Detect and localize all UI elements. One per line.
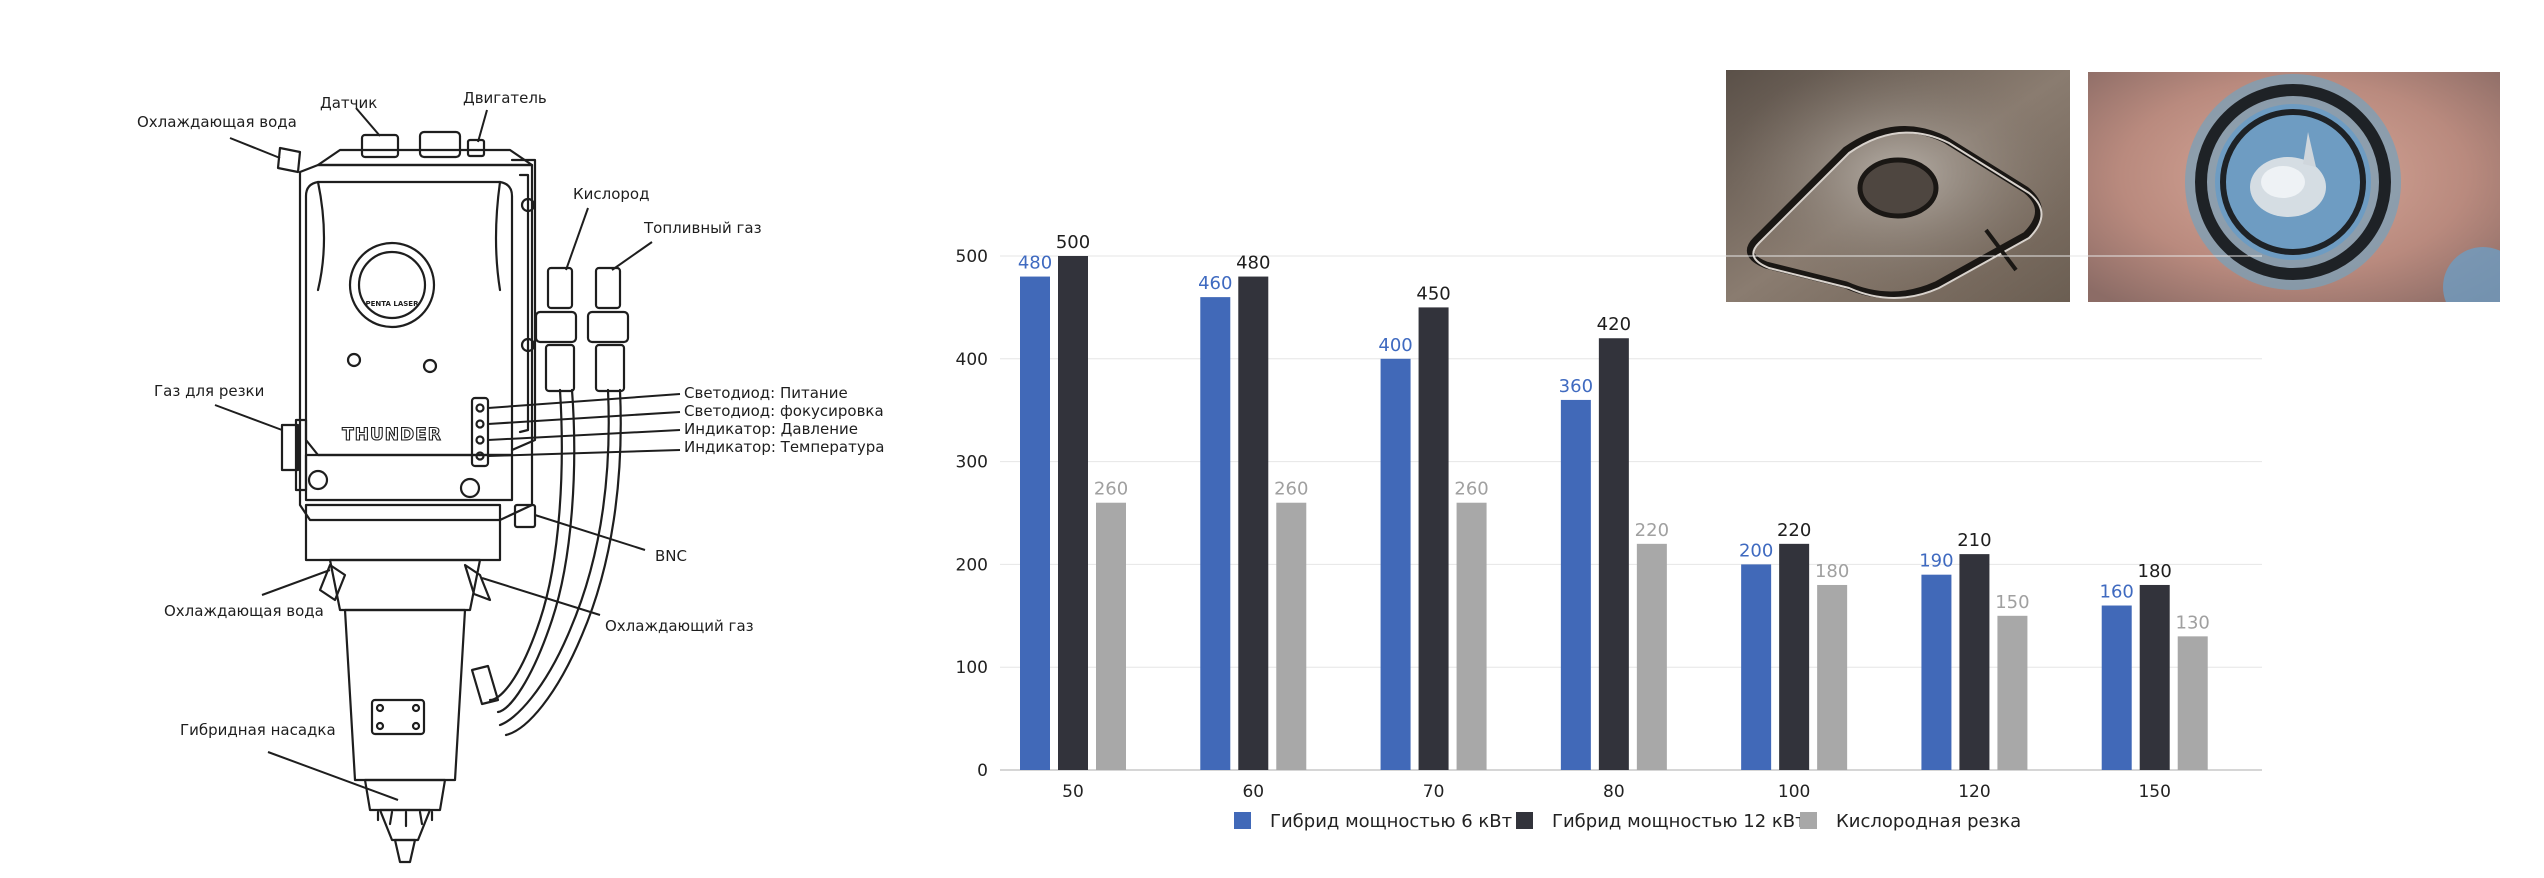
callout-hybrid-nozzle: Гибридная насадка	[180, 721, 336, 739]
chart-legend: Гибрид мощностью 6 кВт Гибрид мощностью 1…	[1234, 811, 2021, 832]
x-tick-label: 70	[1423, 782, 1445, 802]
data-label: 260	[1094, 479, 1128, 500]
callout-cooling-water-bottom: Охлаждающая вода	[164, 602, 324, 620]
bar	[1997, 615, 2028, 770]
bar	[1096, 502, 1126, 770]
bar	[1200, 297, 1231, 770]
bar	[1276, 502, 1307, 770]
x-tick-label: 120	[1958, 782, 1990, 802]
chart-bars	[1020, 256, 2208, 770]
legend-swatch	[1234, 812, 1251, 829]
sample-photo-ring	[2088, 72, 2500, 302]
head-outline	[276, 130, 630, 864]
x-tick-label: 100	[1778, 782, 1810, 802]
data-label: 190	[1919, 551, 1953, 572]
legend-label: Гибрид мощностью 6 кВт	[1270, 811, 1512, 832]
bar	[1418, 307, 1449, 770]
y-tick-label: 200	[956, 555, 988, 575]
legend-label: Гибрид мощностью 12 кВт	[1552, 811, 1806, 832]
data-label: 150	[1995, 592, 2029, 613]
data-label: 130	[2176, 612, 2210, 633]
callout-motor: Двигатель	[463, 89, 547, 107]
callout-cooling-water-top: Охлаждающая вода	[137, 113, 297, 131]
brand-lettering: THUNDER	[342, 425, 442, 445]
data-label: 400	[1378, 335, 1412, 356]
data-label: 220	[1777, 520, 1811, 541]
leader-lines	[214, 107, 681, 801]
data-label: 260	[1274, 479, 1308, 500]
bar	[1380, 358, 1411, 770]
data-label: 480	[1236, 253, 1270, 274]
bar	[2177, 636, 2208, 770]
sample-photo-square	[1726, 70, 2070, 302]
callout-indicator-pressure: Индикатор: Давление	[684, 420, 858, 438]
bar	[1959, 554, 1990, 770]
data-label: 450	[1416, 283, 1450, 304]
bar	[1020, 276, 1050, 770]
y-tick-label: 100	[956, 658, 988, 678]
y-tick-label: 500	[956, 247, 988, 267]
legend-swatch	[1800, 812, 1817, 829]
data-label: 460	[1198, 273, 1232, 294]
callout-cutting-gas: Газ для резки	[154, 382, 264, 400]
data-label: 420	[1597, 314, 1631, 335]
bar	[1238, 276, 1269, 770]
callout-cooling-gas: Охлаждающий газ	[605, 617, 754, 635]
bar	[1636, 543, 1667, 770]
data-label: 500	[1056, 232, 1090, 253]
callout-sensor: Датчик	[320, 94, 377, 112]
data-label: 210	[1957, 530, 1991, 551]
callout-fuel-gas: Топливный газ	[643, 219, 762, 237]
bar	[2101, 605, 2132, 770]
y-tick-label: 300	[956, 453, 988, 473]
x-tick-label: 50	[1062, 782, 1084, 802]
data-label: 180	[1815, 561, 1849, 582]
chart-gridlines	[1000, 255, 2262, 771]
x-axis-ticks: 50 60 70 80 100 120 150	[1062, 782, 2171, 802]
logo-lettering: PENTA LASER	[366, 300, 420, 308]
bar	[1560, 399, 1591, 770]
data-label: 160	[2100, 582, 2134, 603]
x-tick-label: 150	[2138, 782, 2170, 802]
bar	[1598, 338, 1629, 770]
data-label: 360	[1559, 376, 1593, 397]
data-label: 220	[1635, 520, 1669, 541]
callout-bnc: BNC	[655, 547, 687, 565]
y-tick-label: 0	[977, 761, 988, 781]
callout-led-focus: Светодиод: фокусировка	[684, 402, 884, 420]
bar	[1741, 564, 1772, 770]
data-label: 260	[1454, 479, 1488, 500]
bar	[1779, 543, 1810, 770]
x-tick-label: 60	[1242, 782, 1264, 802]
callout-indicator-temperature: Индикатор: Температура	[684, 438, 884, 456]
data-label: 200	[1739, 540, 1773, 561]
callout-led-power: Светодиод: Питание	[684, 384, 848, 402]
bar	[1456, 502, 1487, 770]
x-tick-label: 80	[1603, 782, 1625, 802]
legend-label: Кислородная резка	[1836, 811, 2021, 832]
y-axis-ticks: 0 100 200 300 400 500	[956, 247, 988, 781]
bar	[2139, 584, 2170, 770]
y-tick-label: 400	[956, 350, 988, 370]
data-label: 180	[2138, 561, 2172, 582]
callout-oxygen: Кислород	[573, 185, 649, 203]
data-label: 480	[1018, 253, 1052, 274]
bar	[1058, 256, 1088, 770]
legend-swatch	[1516, 812, 1533, 829]
cutting-head-diagram: PENTA LASER THUNDER Охлаждающая вода Дат…	[137, 89, 884, 864]
bar	[1817, 584, 1848, 770]
bar	[1921, 574, 1952, 770]
